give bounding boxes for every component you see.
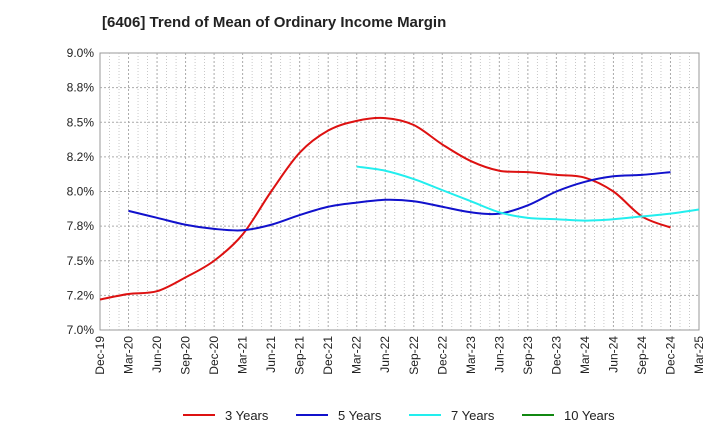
x-tick-label: Dec-19 (93, 336, 107, 375)
x-tick-label: Sep-21 (293, 336, 307, 375)
chart-title: [6406] Trend of Mean of Ordinary Income … (102, 14, 447, 31)
x-tick-label: Sep-23 (521, 336, 535, 375)
x-tick-label: Sep-20 (179, 336, 193, 375)
grid-layer (100, 53, 699, 330)
x-tick-label: Sep-22 (407, 336, 421, 375)
y-tick-label: 8.5% (67, 115, 95, 129)
x-tick-label: Jun-21 (264, 336, 278, 373)
y-tick-label: 7.0% (67, 323, 95, 337)
plot-area (99, 52, 700, 331)
x-tick-label: Mar-25 (692, 336, 706, 374)
series-line-7-years (356, 165, 700, 222)
x-tick-label: Sep-24 (635, 336, 649, 375)
series-layer (99, 116, 700, 301)
axis-layer: Dec-19 Mar-20 Jun-20 Sep-20 Dec-20 Mar-21 Jun-… (67, 46, 706, 375)
legend: 3 Years 5 Years 7 Years 10 Years (183, 408, 615, 423)
x-tick-label: Dec-20 (207, 336, 221, 375)
legend-label-5-years: 5 Years (338, 408, 382, 423)
legend-label-10-years: 10 Years (564, 408, 615, 423)
y-tick-label: 7.2% (67, 288, 95, 302)
legend-label-3-years: 3 Years (225, 408, 269, 423)
series-line-3-years (99, 116, 671, 301)
x-tick-label: Dec-21 (321, 336, 335, 375)
legend-label-7-years: 7 Years (451, 408, 495, 423)
x-tick-label: Mar-20 (122, 336, 136, 374)
x-tick-label: Mar-24 (578, 336, 592, 374)
y-tick-label: 8.8% (67, 81, 95, 95)
x-tick-label: Mar-21 (236, 336, 250, 374)
y-tick-label: 9.0% (67, 46, 95, 60)
x-tick-label: Mar-22 (350, 336, 364, 374)
x-tick-label: Jun-23 (492, 336, 506, 373)
x-tick-label: Jun-22 (378, 336, 392, 373)
x-tick-label: Dec-23 (549, 336, 563, 375)
x-tick-label: Jun-20 (150, 336, 164, 373)
x-tick-label: Jun-24 (606, 336, 620, 373)
y-tick-label: 7.8% (67, 219, 95, 233)
y-tick-label: 7.5% (67, 254, 95, 268)
y-tick-label: 8.2% (67, 150, 95, 164)
x-tick-label: Dec-24 (663, 336, 677, 375)
x-tick-label: Mar-23 (464, 336, 478, 374)
y-tick-label: 8.0% (67, 185, 95, 199)
series-line-5-years (128, 171, 671, 232)
x-tick-label: Dec-22 (435, 336, 449, 375)
